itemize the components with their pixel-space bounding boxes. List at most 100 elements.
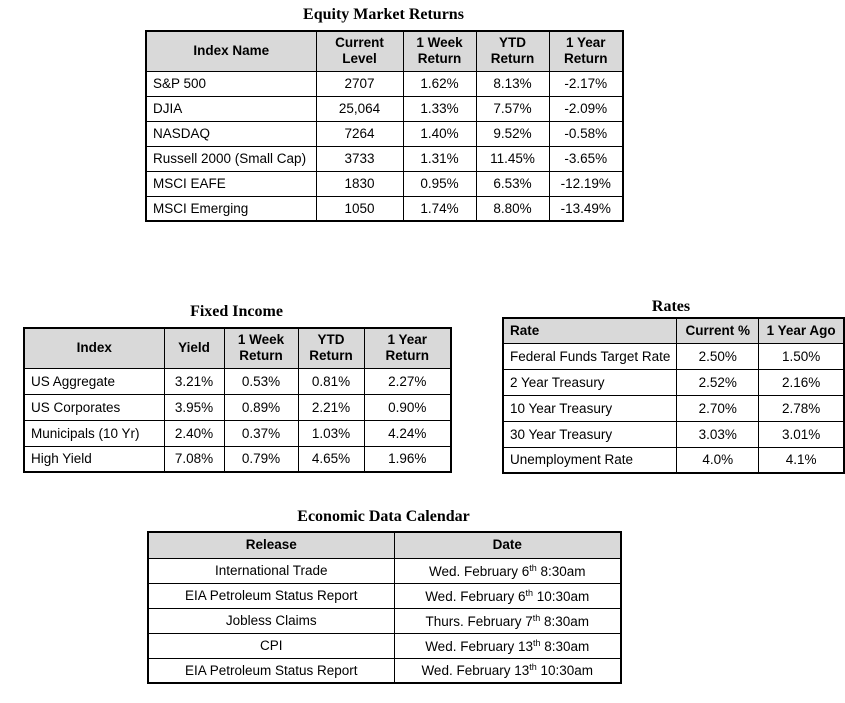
table-cell: 2.70%	[676, 394, 760, 422]
column-header: 1 Year Return	[363, 327, 452, 369]
table-row: S&P 500 2707 1.62% 8.13% -2.17%	[145, 70, 624, 97]
table-cell: 1.31%	[402, 145, 477, 172]
table-cell: -12.19%	[548, 170, 624, 197]
table-cell: 1.50%	[758, 342, 845, 370]
table-cell: US Aggregate	[23, 367, 165, 395]
table-cell: 11.45%	[475, 145, 550, 172]
rates-grid: Rate Current % 1 Year Ago Federal Funds Tar…	[502, 317, 845, 474]
table-cell: 3733	[315, 145, 404, 172]
table-cell: 4.65%	[297, 445, 365, 473]
ordinal-suffix: th	[529, 562, 537, 573]
table-cell: CPI	[147, 632, 395, 659]
table-cell: US Corporates	[23, 393, 165, 421]
table-cell: 2.52%	[676, 368, 760, 396]
table-cell: Unemployment Rate	[502, 446, 678, 474]
table-cell: 0.53%	[223, 367, 299, 395]
column-header: 1 Year Ago	[758, 317, 845, 344]
table-row: Federal Funds Target Rate 2.50% 1.50%	[502, 342, 845, 370]
table-cell: 1.33%	[402, 95, 477, 122]
table-row: Russell 2000 (Small Cap) 3733 1.31% 11.45% -…	[145, 145, 624, 172]
table-row: US Aggregate 3.21% 0.53% 0.81% 2.27%	[23, 367, 452, 395]
table-cell: Federal Funds Target Rate	[502, 342, 678, 370]
table-cell: 2707	[315, 70, 404, 97]
table-cell: 8.80%	[475, 195, 550, 222]
table-cell: 2.27%	[363, 367, 452, 395]
column-header: Rate	[502, 317, 678, 344]
table-cell: MSCI EAFE	[145, 170, 317, 197]
table-cell: -2.09%	[548, 95, 624, 122]
table-cell: 2.16%	[758, 368, 845, 396]
calendar-grid: Release Date International Trade Wed. Febru…	[147, 531, 622, 684]
table-cell: NASDAQ	[145, 120, 317, 147]
table-cell: -13.49%	[548, 195, 624, 222]
table-cell: 1.62%	[402, 70, 477, 97]
table-row: CPI Wed. February 13th 8:30am	[147, 632, 622, 659]
table-row: 30 Year Treasury 3.03% 3.01%	[502, 420, 845, 448]
table-cell: 8.13%	[475, 70, 550, 97]
table-cell: Wed. February 6th 10:30am	[393, 582, 622, 609]
table-cell: 25,064	[315, 95, 404, 122]
table-cell: 6.53%	[475, 170, 550, 197]
table-row: DJIA 25,064 1.33% 7.57% -2.09%	[145, 95, 624, 122]
table-cell: DJIA	[145, 95, 317, 122]
table-cell: 0.90%	[363, 393, 452, 421]
equity-table-title: Equity Market Returns	[303, 6, 464, 23]
table-cell: 3.03%	[676, 420, 760, 448]
table-cell: Russell 2000 (Small Cap)	[145, 145, 317, 172]
table-cell: 1.74%	[402, 195, 477, 222]
table-cell: 10 Year Treasury	[502, 394, 678, 422]
table-cell: 2.21%	[297, 393, 365, 421]
column-header: 1 Year Return	[548, 30, 624, 72]
table-cell: 0.95%	[402, 170, 477, 197]
table-cell: 3.01%	[758, 420, 845, 448]
table-cell: S&P 500	[145, 70, 317, 97]
table-cell: Wed. February 13th 10:30am	[393, 657, 622, 684]
table-cell: High Yield	[23, 445, 165, 473]
column-header: 1 Week Return	[223, 327, 299, 369]
table-cell: 7.08%	[163, 445, 225, 473]
table-row: International Trade Wed. February 6th 8:3…	[147, 557, 622, 584]
table-cell: 7.57%	[475, 95, 550, 122]
table-row: EIA Petroleum Status Report Wed. February…	[147, 657, 622, 684]
header-row: Index Yield 1 Week Return YTD Return 1 Year …	[23, 327, 452, 369]
table-cell: 9.52%	[475, 120, 550, 147]
table-cell: 2.78%	[758, 394, 845, 422]
table-cell: EIA Petroleum Status Report	[147, 582, 395, 609]
column-header: Index Name	[145, 30, 317, 72]
table-cell: 4.24%	[363, 419, 452, 447]
table-row: EIA Petroleum Status Report Wed. February…	[147, 582, 622, 609]
table-cell: Wed. February 13th 8:30am	[393, 632, 622, 659]
table-row: MSCI Emerging 1050 1.74% 8.80% -13.49%	[145, 195, 624, 222]
table-cell: 2 Year Treasury	[502, 368, 678, 396]
table-cell: Wed. February 6th 8:30am	[393, 557, 622, 584]
table-cell: 2.50%	[676, 342, 760, 370]
column-header: Release	[147, 531, 395, 559]
table-cell: 3.21%	[163, 367, 225, 395]
column-header: 1 Week Return	[402, 30, 477, 72]
table-cell: 1830	[315, 170, 404, 197]
column-header: Date	[393, 531, 622, 559]
table-cell: EIA Petroleum Status Report	[147, 657, 395, 684]
table-cell: 1.40%	[402, 120, 477, 147]
table-row: US Corporates 3.95% 0.89% 2.21% 0.90%	[23, 393, 452, 421]
economic-calendar-title: Economic Data Calendar	[297, 508, 470, 525]
table-cell: 1.96%	[363, 445, 452, 473]
table-cell: Thurs. February 7th 8:30am	[393, 607, 622, 634]
column-header: YTD Return	[297, 327, 365, 369]
table-cell: 0.37%	[223, 419, 299, 447]
table-cell: 1.03%	[297, 419, 365, 447]
ordinal-suffix: th	[529, 662, 537, 673]
table-row: NASDAQ 7264 1.40% 9.52% -0.58%	[145, 120, 624, 147]
rates-table-title: Rates	[651, 298, 691, 315]
ordinal-suffix: th	[533, 637, 541, 648]
ordinal-suffix: th	[532, 612, 541, 623]
table-cell: International Trade	[147, 557, 395, 584]
table-cell: 3.95%	[163, 393, 225, 421]
table-cell: 0.79%	[223, 445, 299, 473]
equity-grid: Index Name Current Level 1 Week Return YTD …	[145, 30, 624, 222]
header-row: Index Name Current Level 1 Week Return YTD …	[145, 30, 624, 72]
table-cell: 7264	[315, 120, 404, 147]
table-row: 10 Year Treasury 2.70% 2.78%	[502, 394, 845, 422]
table-row: High Yield 7.08% 0.79% 4.65% 1.96%	[23, 445, 452, 473]
